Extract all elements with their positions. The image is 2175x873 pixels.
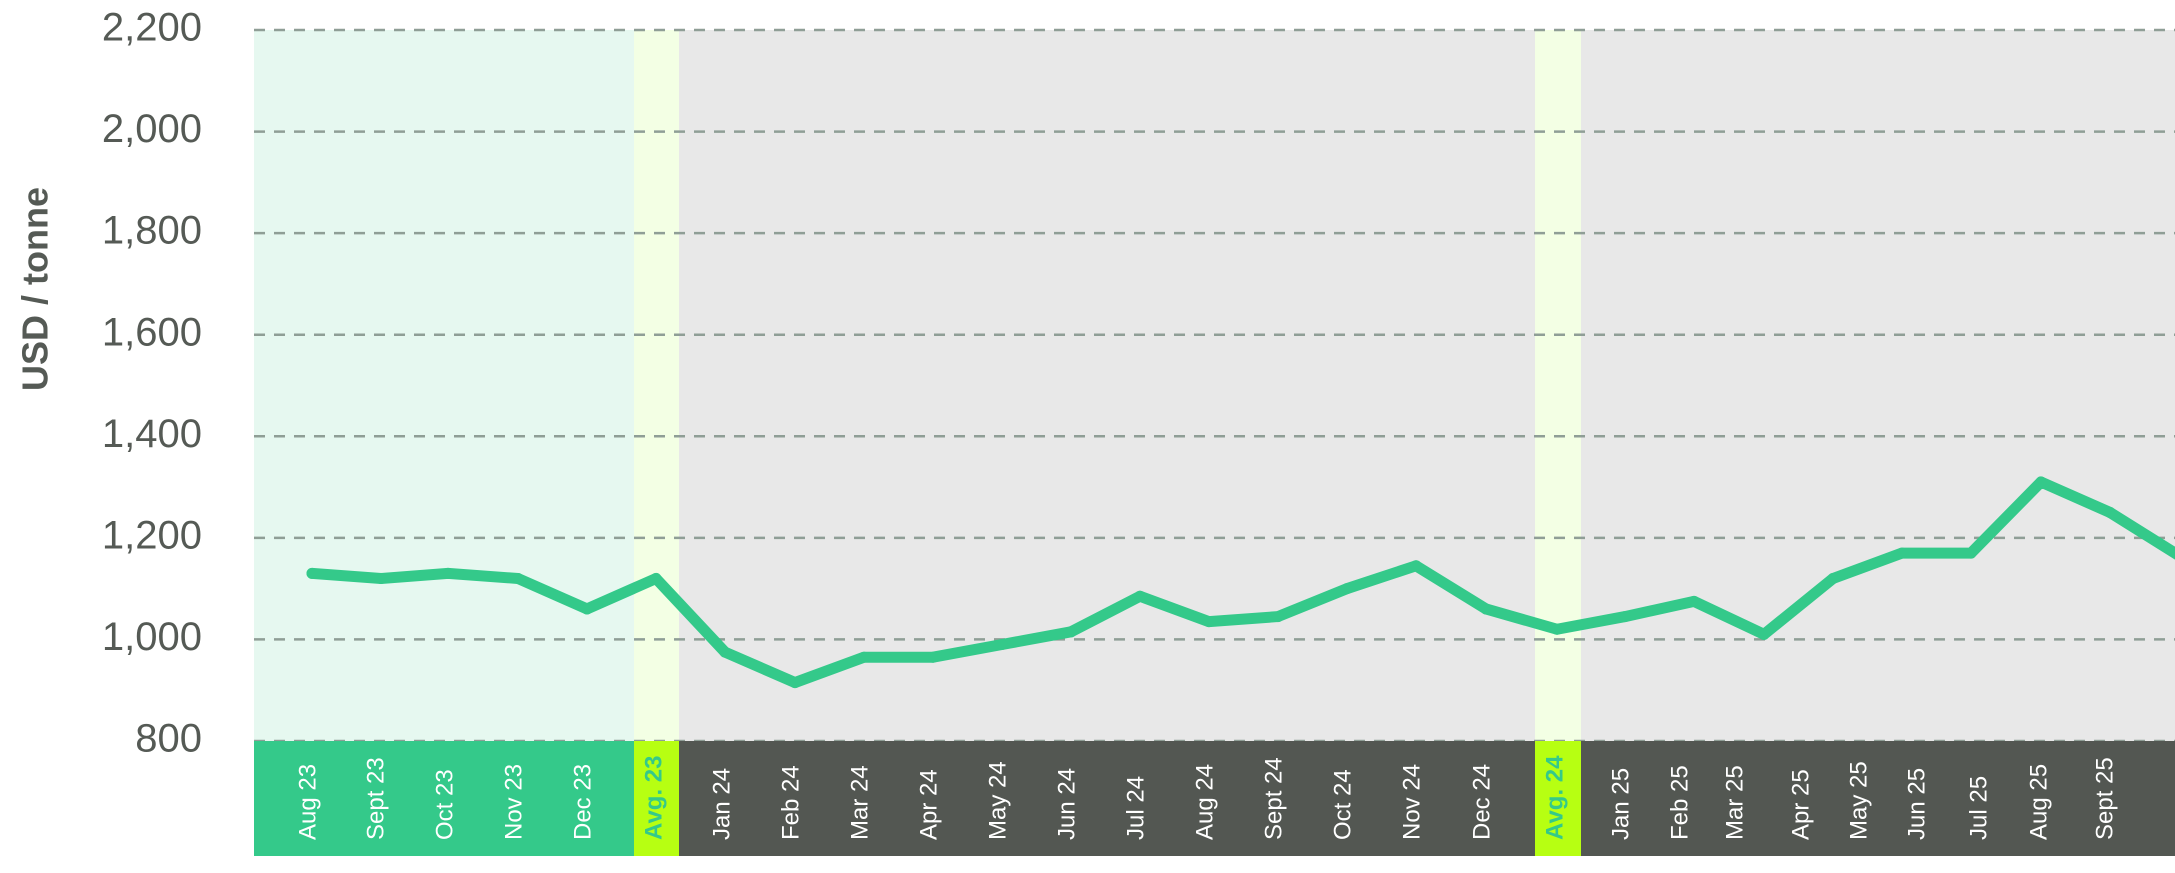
data-point [651, 573, 662, 584]
x-tick-label: Sept 23 [362, 757, 389, 840]
x-tick-label: Jan 25 [1607, 768, 1634, 840]
x-tick-label: Dec 23 [569, 764, 596, 840]
background-bands [254, 30, 2175, 741]
data-point [790, 677, 801, 688]
band-2023 [254, 30, 634, 741]
data-point [582, 603, 593, 614]
x-tick-label: Apr 25 [1787, 769, 1814, 840]
x-tick-label: Aug 25 [2025, 764, 2052, 840]
data-point [1620, 611, 1631, 622]
x-tick-label: Aug 23 [294, 764, 321, 840]
y-tick-label: 800 [135, 717, 202, 761]
x-tick-label: Nov 23 [500, 764, 527, 840]
data-point [2105, 507, 2116, 518]
x-axis-bar: Aug 23 Sept 23 Oct 23 Nov 23 Dec 23 Avg. 23 Ja… [254, 741, 2175, 856]
x-tick-label: Nov 24 [1398, 764, 1425, 840]
data-point [1273, 611, 1284, 622]
y-tick-label: 2,200 [102, 6, 202, 50]
data-point [1897, 548, 1908, 559]
x-tick-label: Sept 24 [1260, 757, 1287, 840]
x-tick-label: Aug 24 [1191, 764, 1218, 840]
y-tick-label: 2,000 [102, 107, 202, 151]
x-tick-label: Mar 24 [846, 765, 873, 840]
data-point [1966, 548, 1977, 559]
data-point [1759, 629, 1770, 640]
band-2024 [679, 30, 1535, 741]
data-point [859, 652, 870, 663]
x-tick-label: Feb 24 [777, 765, 804, 840]
y-tick-label: 1,800 [102, 209, 202, 253]
data-point [1828, 573, 1839, 584]
data-point [307, 568, 318, 579]
x-tick-label: Sept 25 [2091, 757, 2118, 840]
data-point [443, 568, 454, 579]
x-tick-label: Jul 24 [1122, 776, 1149, 840]
x-tick-label: Feb 25 [1666, 765, 1693, 840]
x-tick-label: Avg. 23 [640, 756, 667, 840]
x-tick-label: Jun 24 [1053, 768, 1080, 840]
y-tick-label: 1,000 [102, 615, 202, 659]
data-point [1204, 616, 1215, 627]
band-avg-23 [634, 30, 679, 741]
data-point [376, 573, 387, 584]
x-tick-label: Avg. 24 [1541, 755, 1568, 840]
y-tick-label: 1,600 [102, 310, 202, 354]
x-tick-label: May 24 [984, 761, 1011, 840]
data-point [1342, 583, 1353, 594]
data-point [1689, 596, 1700, 607]
data-point [997, 639, 1008, 650]
x-tick-label: Dec 24 [1468, 764, 1495, 840]
y-axis-label: USD / tonne [15, 187, 56, 391]
x-tick-label: Mar 25 [1721, 765, 1748, 840]
data-point [513, 573, 524, 584]
data-point [928, 652, 939, 663]
x-tick-label: Oct 24 [1329, 769, 1356, 840]
y-tick-label: 1,200 [102, 513, 202, 557]
y-axis-ticks: 2,200 2,000 1,800 1,600 1,400 1,200 1,000 800 [102, 6, 202, 761]
data-point [1552, 624, 1563, 635]
x-tick-label: May 25 [1845, 761, 1872, 840]
data-point [1481, 603, 1492, 614]
x-tick-label: Jan 24 [708, 768, 735, 840]
data-point [720, 647, 731, 658]
data-point [1135, 591, 1146, 602]
x-tick-label: Jul 25 [1965, 776, 1992, 840]
y-tick-label: 1,400 [102, 412, 202, 456]
data-point [1411, 560, 1422, 571]
band-2025 [1581, 30, 2175, 741]
x-tick-label: Apr 24 [915, 769, 942, 840]
x-tick-label: Oct 23 [431, 769, 458, 840]
x-tick-label: Jun 25 [1903, 768, 1930, 840]
data-point [2036, 476, 2047, 487]
data-point [1066, 626, 1077, 637]
